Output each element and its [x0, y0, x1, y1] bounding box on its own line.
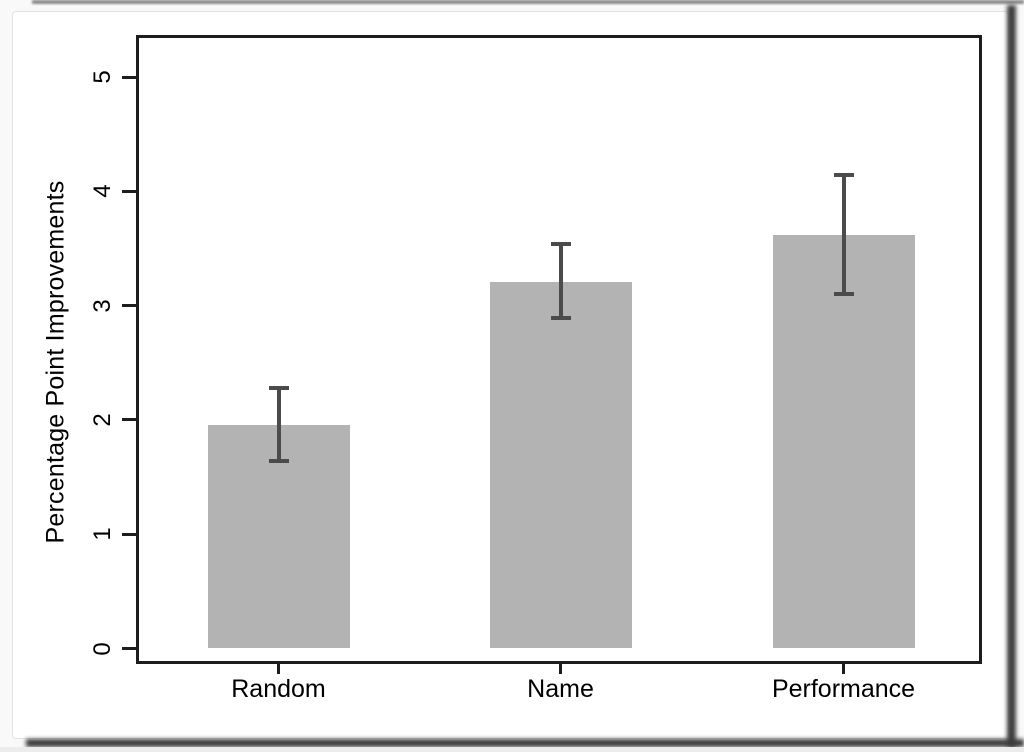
error-bar-stem [276, 387, 281, 462]
y-tick [122, 532, 136, 536]
y-tick-label: 5 [89, 70, 116, 84]
y-tick-label: 4 [89, 184, 116, 199]
x-axis-category-label: Name [527, 675, 594, 703]
error-bar-cap-top [550, 241, 571, 246]
error-bar-stem [558, 243, 563, 319]
error-bar-cap-bottom [268, 459, 289, 464]
plot-frame [136, 35, 982, 664]
scan-edge-bottom [26, 739, 1024, 747]
y-axis-title: Percentage Point Improvements [41, 180, 70, 544]
scan-edge-bottom-fade [0, 747, 1024, 752]
x-tick [277, 664, 280, 674]
bar [772, 234, 915, 649]
y-tick [122, 304, 136, 308]
error-bar-cap-bottom [833, 292, 854, 297]
error-bar-cap-bottom [550, 316, 571, 321]
scan-edge-right [1007, 5, 1016, 747]
y-tick-label: 1 [89, 527, 116, 541]
y-tick-label: 2 [89, 413, 116, 427]
y-tick [122, 647, 136, 650]
scan-edge-top [32, 0, 1024, 4]
error-bar-cap-top [833, 173, 854, 178]
bar [489, 281, 632, 649]
x-axis-category-label: Random [231, 675, 326, 703]
error-bar-cap-top [268, 385, 289, 390]
y-tick-label: 0 [89, 641, 116, 656]
y-tick-label: 3 [89, 298, 116, 313]
x-tick [842, 664, 845, 674]
x-tick [559, 664, 562, 674]
error-bar-stem [841, 175, 846, 295]
y-tick [122, 418, 136, 422]
y-tick [122, 189, 136, 193]
y-tick [122, 75, 136, 79]
x-axis-category-label: Performance [771, 675, 916, 703]
